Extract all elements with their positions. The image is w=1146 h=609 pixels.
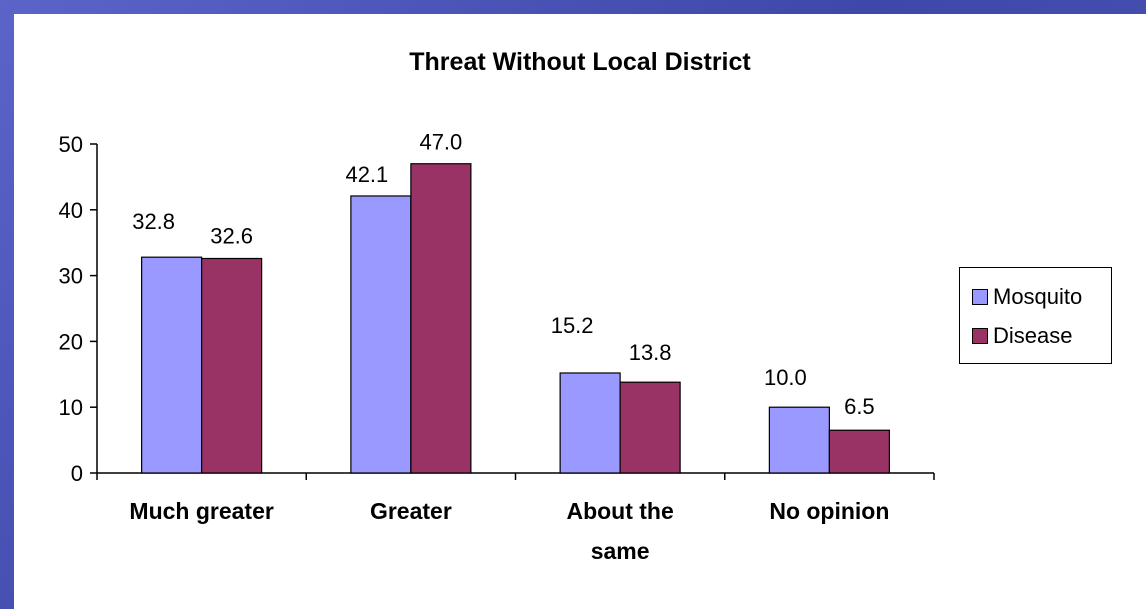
bar-disease [619,381,681,474]
data-label: 47.0 [419,130,462,155]
bar-disease [410,163,472,474]
x-tick-label: same [591,538,650,564]
chart-title: Threat Without Local District [409,48,751,76]
bar-chart: 0 10 20 30 40 50 32.8 32.6 Much greater 42.1 47.0 G… [59,130,935,564]
legend-label-disease: Disease [993,323,1073,348]
bar-mosquito [141,256,203,474]
x-tick-label: No opinion [769,498,889,524]
y-tick-label: 30 [59,264,83,289]
bar-mosquito [559,372,621,474]
legend-swatch-disease [972,328,988,344]
legend-swatch-mosquito [972,289,988,305]
bar-mosquito [768,406,830,474]
y-tick-label: 10 [59,395,83,420]
data-label: 10.0 [764,365,807,390]
bar-mosquito [350,195,412,474]
y-tick-label: 0 [71,461,83,486]
legend: Mosquito Disease [959,267,1112,364]
y-tick-label: 20 [59,329,83,354]
data-label: 6.5 [844,394,875,419]
chart-panel: Threat Without Local District 0 10 20 30 40 5… [14,14,1146,609]
legend-item-disease: Disease [972,321,1072,351]
data-label: 32.6 [210,223,253,248]
y-tick-label: 50 [59,132,83,157]
legend-label-mosquito: Mosquito [993,284,1083,309]
bar-disease [201,257,263,474]
data-label: 13.8 [629,340,672,365]
bar-disease [828,429,890,474]
x-tick-label: Much greater [129,498,273,524]
data-label: 42.1 [345,162,388,187]
x-tick-label: Greater [370,498,452,524]
data-label: 32.8 [132,209,175,234]
y-tick-label: 40 [59,198,83,223]
x-tick-label: About the [566,498,673,524]
legend-item-mosquito: Mosquito [972,282,1082,312]
data-label: 15.2 [551,313,594,338]
